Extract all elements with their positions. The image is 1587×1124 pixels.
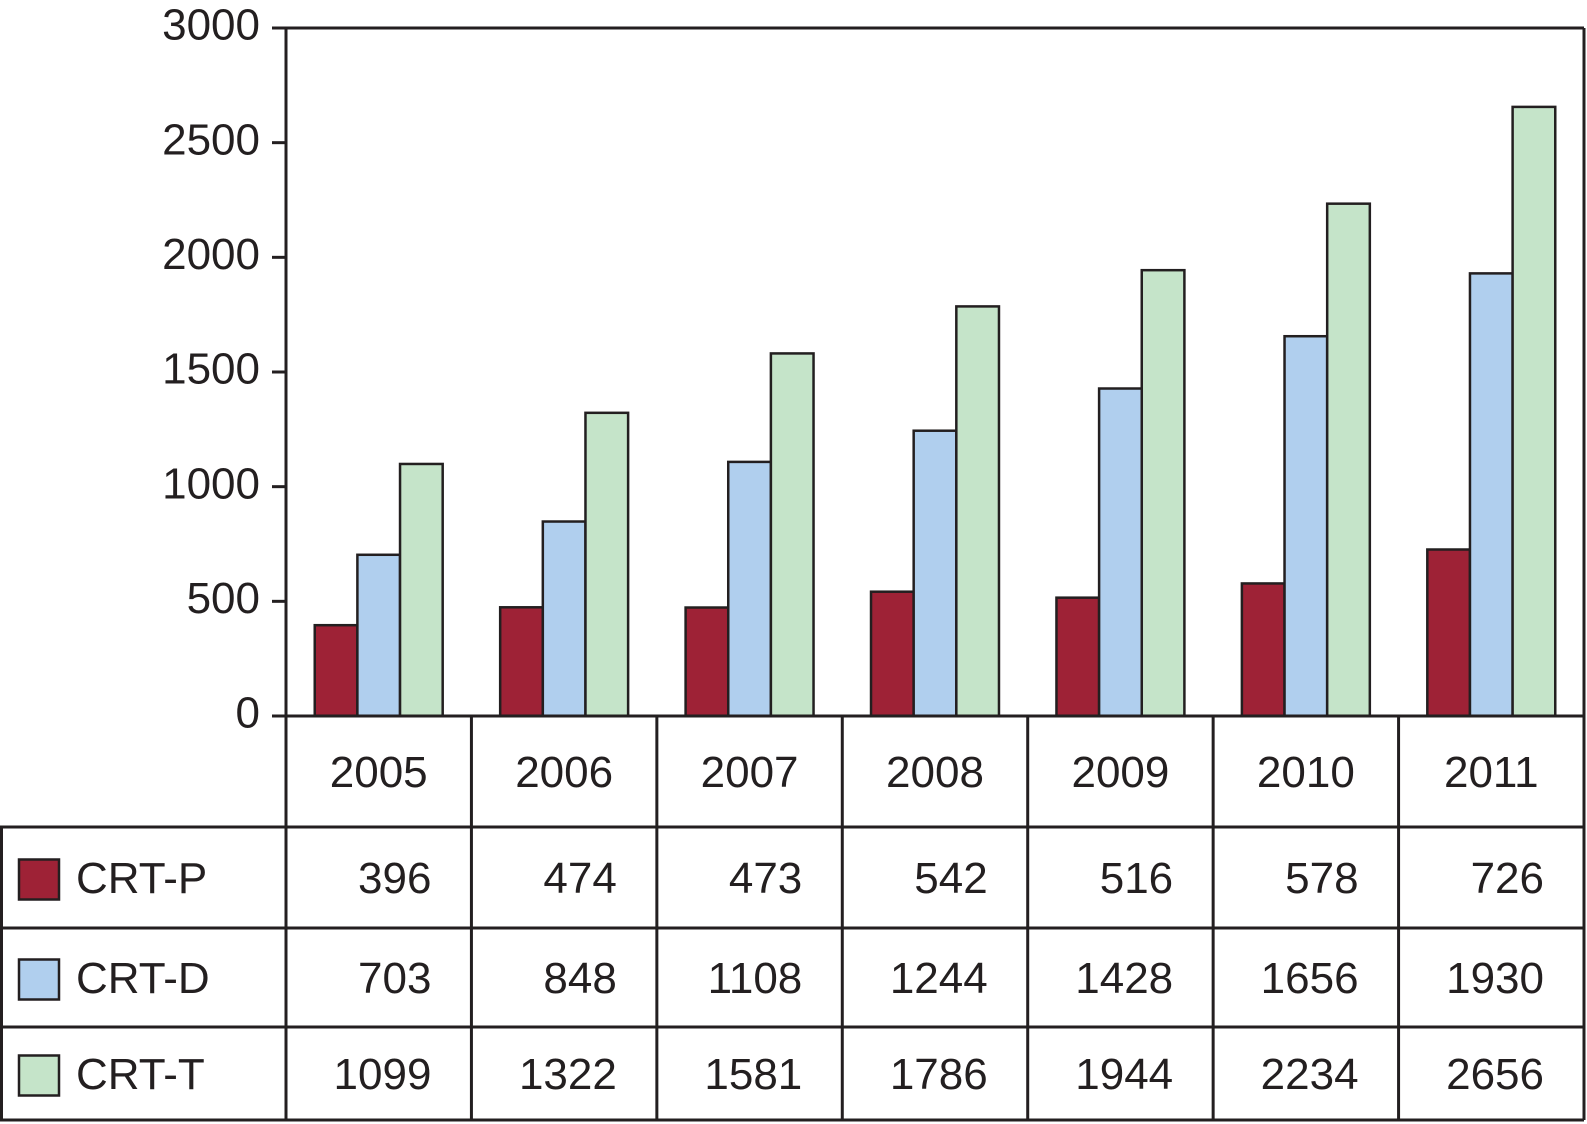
bar — [869, 590, 915, 718]
legend-label: CRT-P — [76, 854, 207, 903]
table-value: 473 — [729, 854, 802, 903]
bar — [684, 606, 730, 718]
bar — [1240, 582, 1286, 718]
bar — [1283, 334, 1329, 718]
table-value: 1108 — [708, 954, 803, 1003]
bar — [912, 429, 958, 718]
legend-swatch — [17, 1054, 61, 1097]
x-tick-label: 2010 — [1257, 748, 1355, 797]
table-value: 703 — [358, 954, 431, 1003]
table-value: 1099 — [334, 1050, 432, 1099]
y-tick-label: 2000 — [162, 230, 260, 279]
x-tick-label: 2011 — [1444, 748, 1539, 797]
bar — [398, 462, 444, 718]
bar — [1325, 202, 1372, 718]
table-value: 1322 — [519, 1050, 617, 1099]
table-value: 726 — [1471, 854, 1544, 903]
y-tick-label: 500 — [187, 574, 260, 623]
bar — [356, 553, 402, 718]
x-tick-label: 2006 — [515, 748, 613, 797]
legend-label: CRT-D — [76, 954, 210, 1003]
y-tick-label: 0 — [236, 689, 260, 738]
bar — [313, 623, 359, 718]
bar — [726, 460, 773, 718]
y-tick-label: 1500 — [162, 345, 260, 394]
x-tick-label: 2005 — [330, 748, 428, 797]
table-value: 396 — [358, 854, 431, 903]
table-value: 578 — [1285, 854, 1358, 903]
table-value: 1930 — [1446, 954, 1544, 1003]
x-tick-label: 2008 — [886, 748, 984, 797]
bar — [1055, 596, 1101, 718]
legend-swatch — [17, 958, 61, 1001]
legend-swatch — [17, 858, 61, 901]
table-value: 1581 — [704, 1050, 802, 1099]
table-value: 516 — [1100, 854, 1173, 903]
bar — [498, 606, 545, 718]
table-value: 848 — [543, 954, 616, 1003]
bar — [584, 411, 630, 718]
table-value: 1244 — [890, 954, 988, 1003]
bar — [541, 520, 587, 718]
bar — [1426, 548, 1472, 718]
bar — [1511, 105, 1557, 718]
bar — [1140, 268, 1186, 718]
y-tick-label: 1000 — [162, 459, 260, 508]
table-value: 1944 — [1075, 1050, 1173, 1099]
x-tick-label: 2007 — [701, 748, 799, 797]
table-value: 542 — [914, 854, 987, 903]
table-value: 1428 — [1075, 954, 1173, 1003]
legend-label: CRT-T — [76, 1050, 205, 1099]
table-value: 2234 — [1261, 1050, 1359, 1099]
x-tick-label: 2009 — [1071, 748, 1169, 797]
y-tick-label: 3000 — [162, 1, 260, 50]
table-value: 2656 — [1446, 1050, 1544, 1099]
bar — [1468, 272, 1514, 718]
bar — [955, 305, 1001, 718]
bar — [1097, 387, 1144, 718]
table-value: 1656 — [1261, 954, 1359, 1003]
y-tick-label: 2500 — [162, 115, 260, 164]
bar — [769, 352, 815, 718]
table-value: 474 — [543, 854, 616, 903]
table-value: 1786 — [890, 1050, 988, 1099]
